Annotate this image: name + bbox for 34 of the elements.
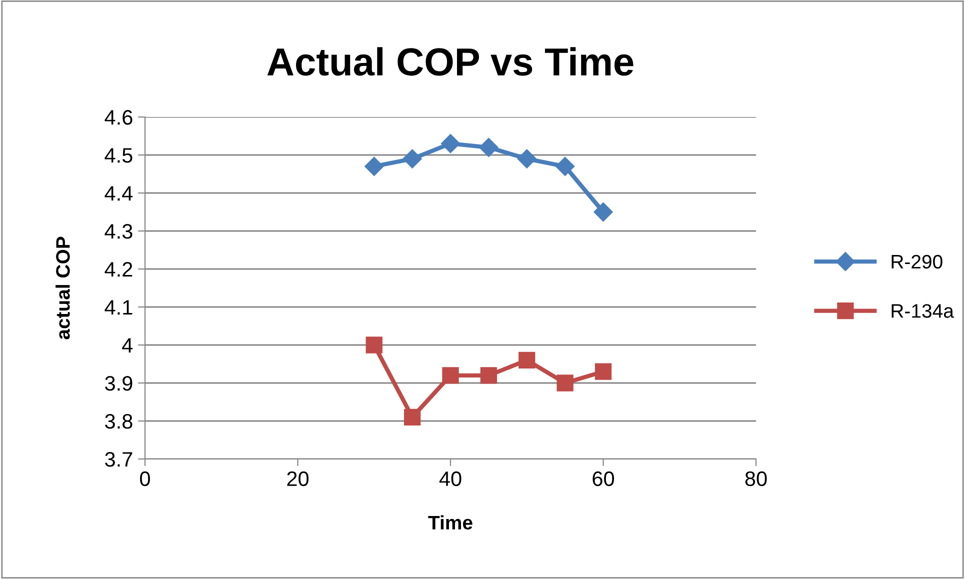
point: [594, 202, 613, 222]
y-tick-label: 4.2: [104, 262, 132, 277]
legend-label: R-134a: [892, 304, 954, 318]
point: [556, 374, 574, 392]
point: [556, 156, 575, 176]
point: [364, 156, 384, 176]
x-tick-label: 0: [140, 471, 150, 486]
point: [480, 367, 498, 384]
y-tick-label: 4: [122, 338, 133, 353]
x-tick-label: 80: [745, 471, 767, 486]
y-tick-label: 4.3: [104, 224, 132, 239]
point: [366, 336, 382, 354]
y-tick-label: 4.5: [104, 148, 132, 163]
chart-title: Actual COP vs Time: [267, 47, 634, 76]
y-tick-label: 3.7: [105, 452, 132, 467]
y-axis-title: actual COP: [56, 236, 70, 340]
y-tick-label: 4.6: [104, 110, 132, 125]
point: [440, 134, 460, 154]
y-tick-label: 4.1: [104, 300, 132, 315]
x-axis-title: Time: [428, 515, 472, 530]
x-tick-label: 60: [592, 471, 614, 486]
y-tick-label: 3.8: [105, 414, 132, 429]
x-tick-label: 20: [287, 471, 309, 486]
point: [518, 352, 536, 369]
y-tick-label: 4.4: [104, 186, 133, 201]
point: [594, 363, 612, 380]
point: [404, 408, 421, 426]
x-tick-label: 40: [439, 471, 462, 486]
point: [442, 367, 459, 384]
legend-label: R-290: [892, 254, 942, 269]
point: [479, 138, 498, 157]
y-tick-label: 3.9: [105, 376, 132, 391]
point: [402, 149, 422, 168]
point: [517, 149, 536, 168]
